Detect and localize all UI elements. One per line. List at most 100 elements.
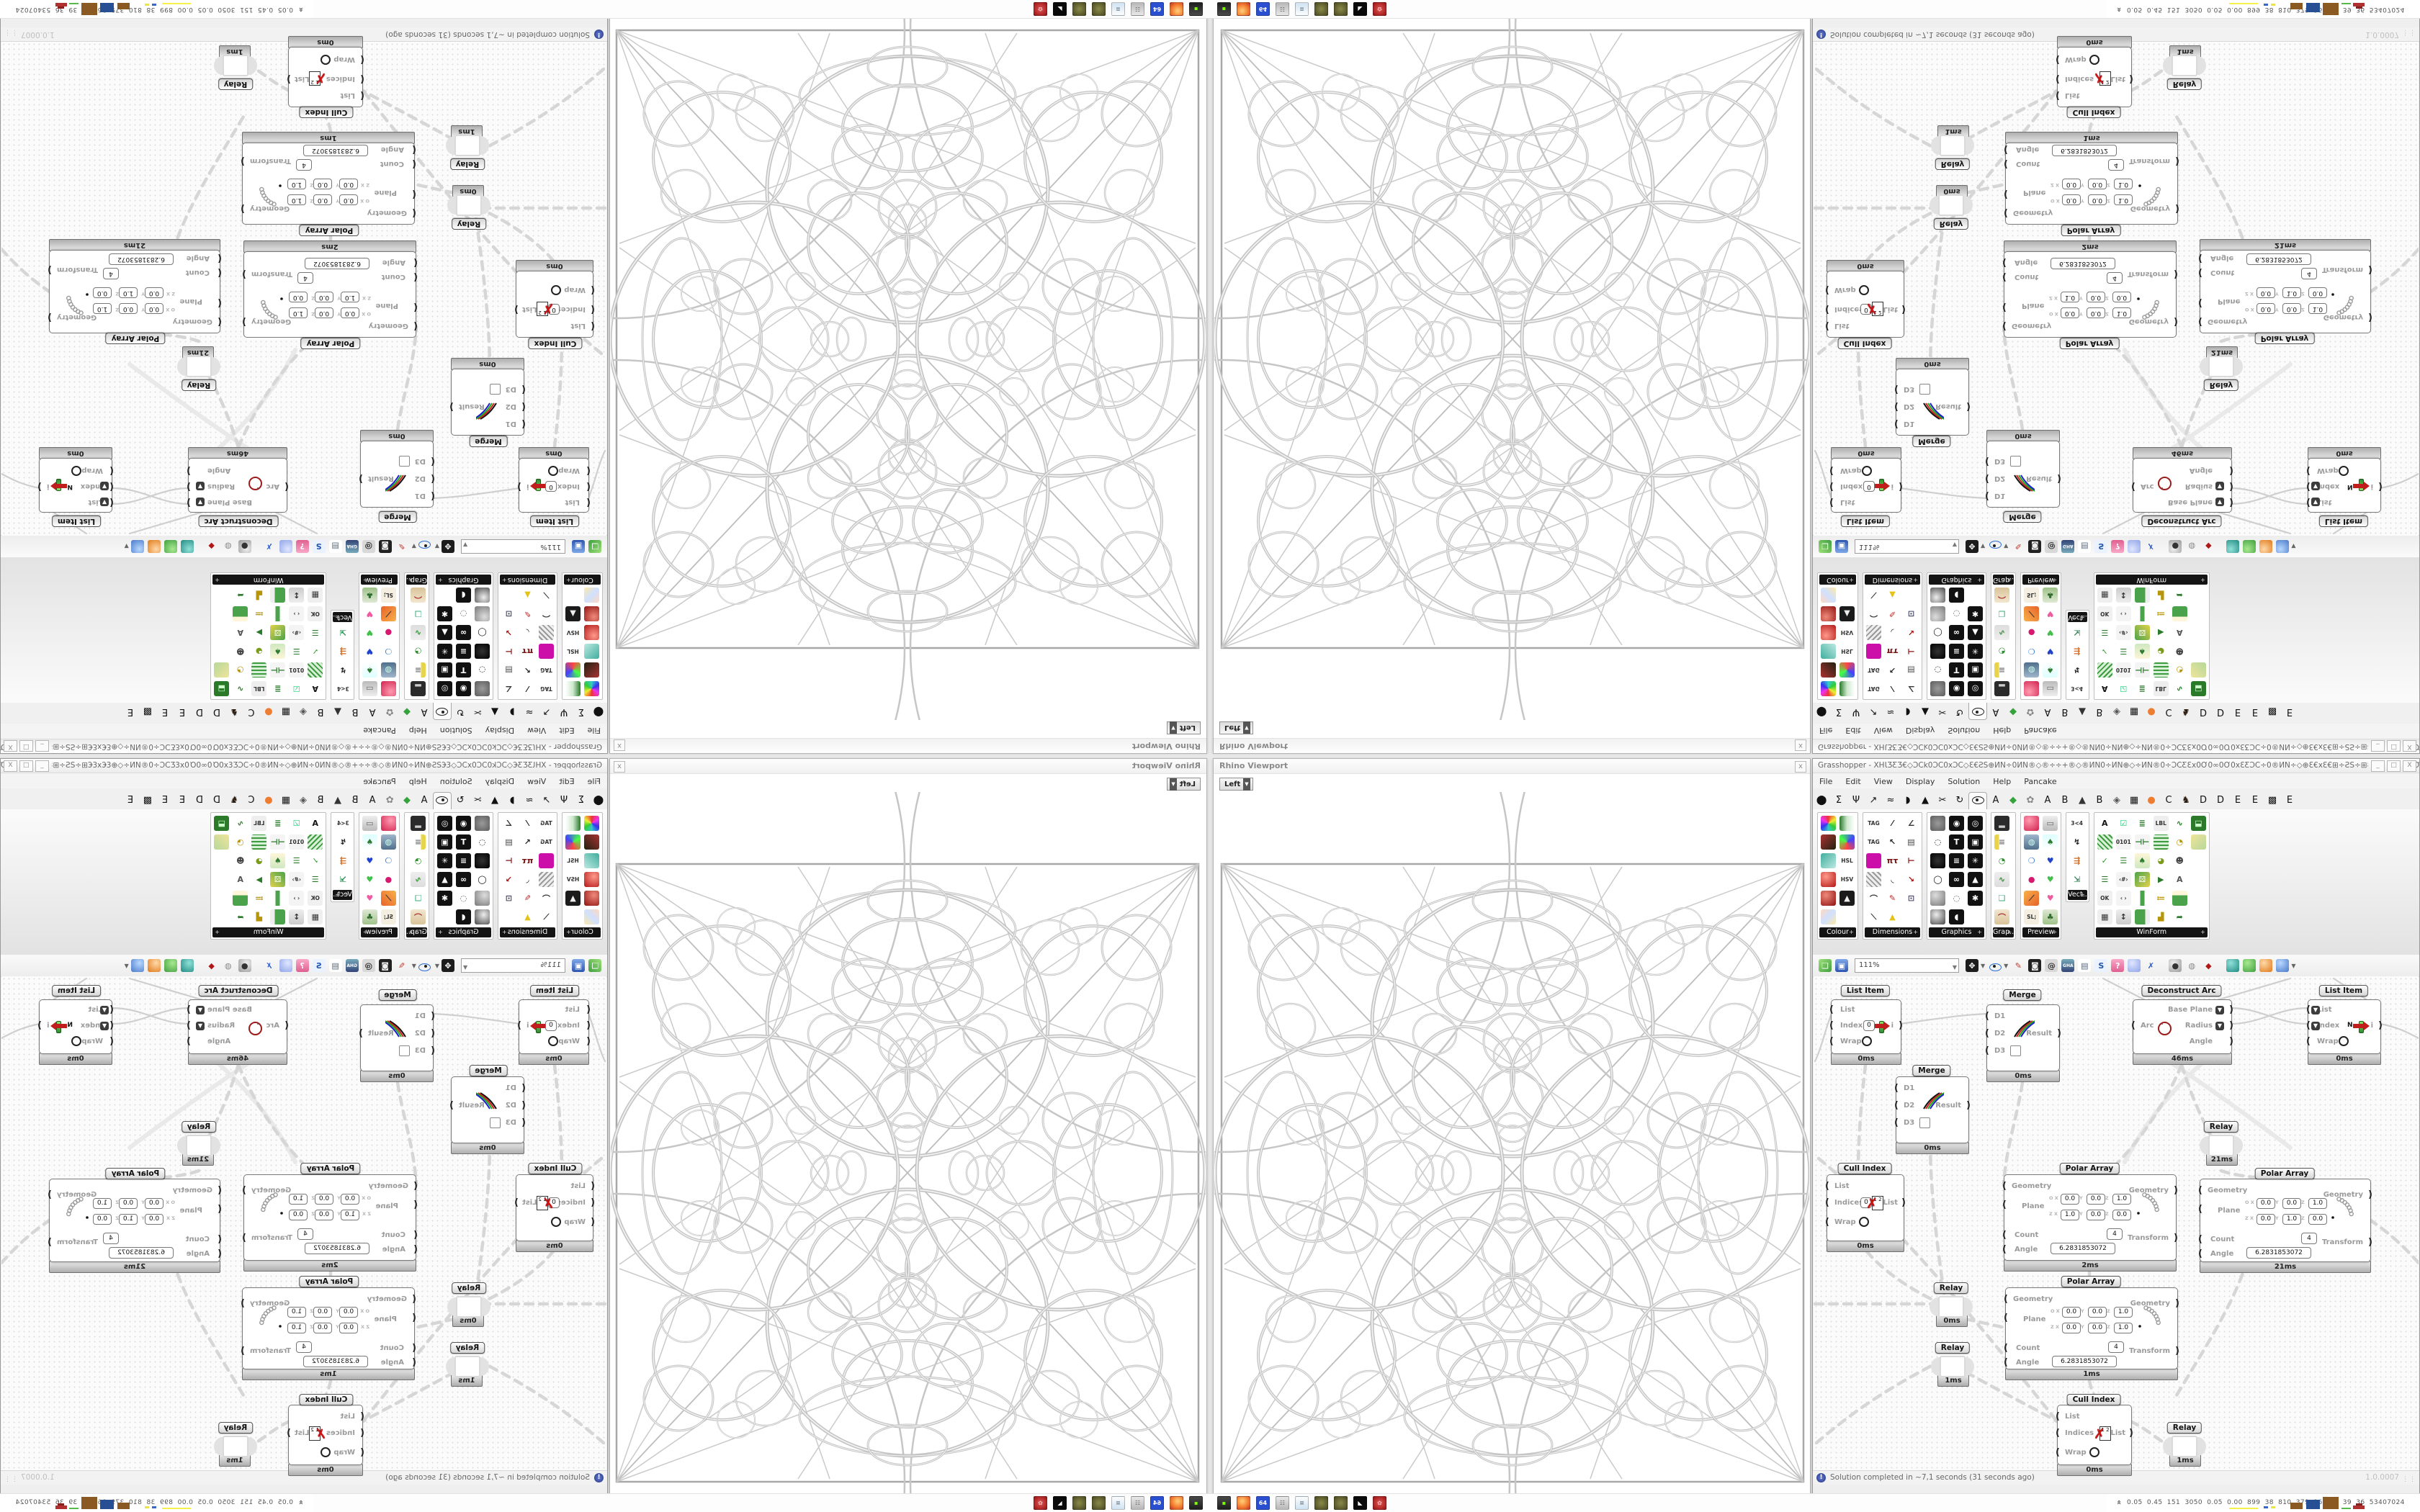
menu-item-file[interactable]: File <box>587 726 601 735</box>
tab-addon-gem[interactable]: ◆ <box>403 706 411 717</box>
medal1-icon[interactable] <box>1092 2 1106 16</box>
hsv-sphere-icon[interactable] <box>1821 872 1836 887</box>
tab-sets[interactable]: Ψ <box>560 706 568 717</box>
zoom-level-combo[interactable]: 111% ▼ <box>1855 539 1959 554</box>
node-relay[interactable] <box>447 194 490 216</box>
zoom-level-combo[interactable]: 111% ▼ <box>461 539 565 554</box>
value-box[interactable]: 1.0 <box>2112 307 2131 318</box>
port-input[interactable]: ( <box>412 207 416 218</box>
node-polar-array[interactable]: (Geometry(Plane(Count(Angle O X 0.0 Y 0.0 Z 1.… <box>2004 143 2179 225</box>
value-box[interactable]: 1.0 <box>2061 292 2079 302</box>
chevron-up-icon[interactable]: « <box>295 1499 305 1506</box>
port-input[interactable]: ( <box>2004 1313 2008 1323</box>
teal-ball-icon[interactable] <box>2226 540 2240 553</box>
drive-icon[interactable]: ▪ <box>1189 1496 1203 1510</box>
swirl-icon[interactable]: ◉ <box>456 681 471 696</box>
value-box[interactable]: 0 <box>1860 1197 1872 1208</box>
panel-arrow-icon[interactable]: ➦ <box>2176 912 2183 922</box>
chevron-up-icon[interactable]: « <box>2115 1499 2125 1506</box>
scrollbar-icon[interactable]: ↕ <box>2115 909 2131 924</box>
merge-d3-box[interactable] <box>399 1045 410 1056</box>
pink-ellipse-icon[interactable] <box>380 681 396 696</box>
dim-line-icon[interactable]: ⁄ <box>1891 684 1894 693</box>
page-edit-icon[interactable]: ▤ <box>328 959 342 972</box>
node-cull-index[interactable]: (List(Indices(Wrap 1 2 ✗) List <box>2056 47 2133 107</box>
value-box[interactable]: 0.0 <box>2112 1210 2131 1220</box>
square-in-square-icon[interactable]: ▣ <box>1968 662 1983 678</box>
node-list-item[interactable]: (List(Index(Wrap0N)i <box>517 999 591 1054</box>
definition-canvas[interactable]: List Item(List(Index(Wrap0N)i0msMerge(D1… <box>1 976 606 1482</box>
port-input[interactable]: ( <box>413 1230 418 1241</box>
port-output[interactable]: ) <box>241 156 245 166</box>
drive-icon[interactable]: ▪ <box>1217 2 1231 16</box>
hatch-green-icon[interactable] <box>2097 662 2112 678</box>
tab-addon-flower[interactable]: ✿ <box>2026 795 2035 806</box>
dim-paper-icon[interactable]: ▤ <box>505 837 513 847</box>
port-output[interactable]: ) <box>1966 1100 1971 1111</box>
port-input[interactable]: ( <box>1829 481 1834 492</box>
colour-list-icon[interactable]: ≡ <box>411 834 426 850</box>
preview-eye-icon[interactable] <box>418 959 431 972</box>
colour-wheel-icon[interactable] <box>1821 816 1836 831</box>
node-list-item[interactable]: (List(Index(Wrap ▼ ▼ N) i <box>37 999 114 1054</box>
orange-ball-icon[interactable] <box>147 959 161 972</box>
tab-addon-gem[interactable]: ◆ <box>403 795 411 806</box>
playbars-icon[interactable]: ▶ <box>256 628 262 637</box>
port-output[interactable]: ) <box>2129 1428 2133 1439</box>
tab-addon-d1[interactable]: D <box>2199 706 2207 717</box>
sort-icon[interactable]: 3<4 <box>336 685 349 692</box>
ellipse-icon[interactable] <box>475 816 490 831</box>
hsv-sphere-icon[interactable] <box>584 872 599 887</box>
gamut-icon[interactable] <box>1839 834 1855 850</box>
node-label-polar-array[interactable]: Polar Array <box>2254 1168 2315 1179</box>
value-box[interactable]: 0 <box>545 1020 557 1031</box>
tag-x-icon[interactable]: TAG <box>540 820 552 827</box>
tab-addon-b1[interactable]: B <box>351 706 359 717</box>
gray-ball-icon[interactable]: ● <box>2169 959 2182 972</box>
value-box[interactable]: 1.0 <box>119 287 138 298</box>
mountain-circle-icon[interactable]: ◖ <box>456 588 471 603</box>
orange-arrows-icon[interactable]: ⇶ <box>2074 856 2081 865</box>
palette-group-label[interactable]: Grap.. + <box>1993 927 2015 937</box>
wrap-toggle[interactable] <box>1862 1036 1872 1046</box>
curve-arrows-icon[interactable]: ↯ <box>2074 837 2081 847</box>
node-polar-array[interactable]: (Geometry(Plane(Count(Angle O X 0.0 Y 0.0 Z 1.… <box>2004 1287 2179 1369</box>
red-gem-icon[interactable]: ◆ <box>2205 960 2212 971</box>
definition-canvas[interactable]: List Item(List(Index(Wrap0N)i0msMerge(D1… <box>1814 30 2419 536</box>
node-label-polar-array[interactable]: Polar Array <box>300 338 361 349</box>
medal2-icon[interactable] <box>1072 2 1086 16</box>
hsl-cube-icon[interactable] <box>1821 644 1836 659</box>
exit-icon[interactable]: ◙ <box>378 540 392 553</box>
port-input[interactable]: ( <box>412 1357 416 1368</box>
port-output[interactable]: ) <box>2229 497 2233 508</box>
node-label-relay[interactable]: Relay <box>449 1342 485 1354</box>
gha-icon[interactable]: GHA <box>345 540 359 553</box>
pink-ellipse-icon[interactable] <box>2024 816 2040 831</box>
pink-ellipse-icon[interactable] <box>380 816 396 831</box>
open-file-icon[interactable]: ❏ <box>588 959 601 972</box>
value-box[interactable]: 0.0 <box>339 194 358 205</box>
package-icon[interactable]: ? <box>2111 540 2125 553</box>
colour-list-icon[interactable]: ≡ <box>411 662 426 678</box>
merge-d3-box[interactable] <box>1919 1117 1930 1128</box>
value-box[interactable]: 6.2831853072 <box>109 253 174 265</box>
port-output[interactable]: ) <box>187 1036 191 1047</box>
node-label-list-item[interactable]: List Item <box>2318 985 2369 996</box>
node-label-list-item[interactable]: List Item <box>1840 516 1891 527</box>
tab-addon-dots[interactable]: ▩ <box>2267 795 2277 806</box>
port-input[interactable]: ( <box>2306 1020 2311 1031</box>
spinner2-icon[interactable]: ‹ › <box>2115 891 2131 906</box>
value-box[interactable]: 0.0 <box>2282 303 2301 314</box>
tab-addon-e3[interactable]: E <box>2286 706 2293 717</box>
port-input[interactable]: ( <box>413 1200 418 1210</box>
value-box[interactable]: 0.0 <box>2088 194 2107 205</box>
port-output[interactable]: ) <box>517 1020 521 1031</box>
port-input[interactable]: ( <box>2056 54 2060 65</box>
panel-corners-icon[interactable] <box>2190 662 2206 678</box>
tab-addon-d1[interactable]: D <box>2199 795 2207 806</box>
magenta-swatch-icon[interactable] <box>539 644 554 659</box>
vbar-icon[interactable] <box>2134 891 2150 906</box>
wrap-toggle[interactable] <box>1859 285 1869 295</box>
paint-icon[interactable]: ✎ <box>398 541 405 552</box>
value-box[interactable]: 1.0 <box>2308 1198 2327 1209</box>
